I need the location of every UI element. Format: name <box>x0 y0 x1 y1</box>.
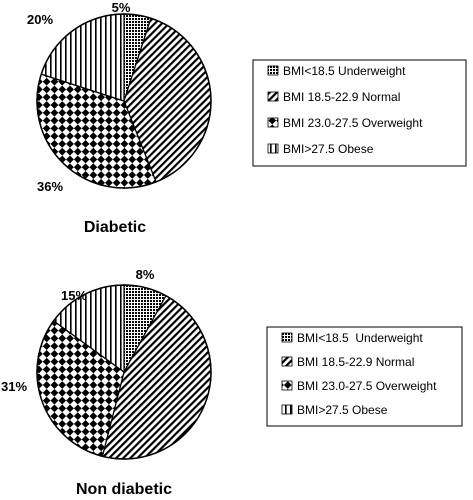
legend-entries-non-diabetic: BMI<18.5 Underweight BMI 18.5-22.9 Normal… <box>281 331 437 417</box>
pie-diabetic <box>36 13 212 189</box>
legend-label: BMI 18.5-22.9 Normal <box>283 90 400 104</box>
legend-swatch <box>267 91 279 102</box>
legend-swatch <box>281 380 293 391</box>
legend-diabetic: BMI<18.5 Underweight BMI 18.5-22.9 Normal… <box>252 59 467 167</box>
legend-box-diabetic <box>252 59 467 167</box>
legend-swatch <box>267 143 279 154</box>
legend-non-diabetic: BMI<18.5 Underweight BMI 18.5-22.9 Normal… <box>266 326 463 427</box>
data-label: 36% <box>37 179 63 194</box>
pie-non-diabetic <box>36 284 212 460</box>
chart-title-diabetic: Diabetic <box>84 219 146 236</box>
data-label: 31% <box>1 379 27 394</box>
legend-box-non-diabetic <box>266 326 463 427</box>
legend-swatch <box>281 332 293 343</box>
legend-label: BMI<18.5 Underweight <box>297 331 423 345</box>
legend-label: BMI>27.5 Obese <box>297 403 388 417</box>
legend-label: BMI 23.0-27.5 Overweight <box>297 379 437 393</box>
data-label: 5% <box>112 0 131 15</box>
pie-outline <box>36 284 212 460</box>
data-label: 15% <box>61 288 87 303</box>
data-label: 8% <box>136 267 155 282</box>
chart-title-non-diabetic: Non diabetic <box>76 481 172 498</box>
legend-label: BMI 18.5-22.9 Normal <box>297 355 414 369</box>
legend-swatch <box>267 117 279 128</box>
data-label: 20% <box>27 12 53 27</box>
pie-outline <box>36 13 212 189</box>
chart-diabetic: 5%39%36%20% Diabetic BMI<18.5 Underweigh… <box>27 0 467 236</box>
legend-label: BMI>27.5 Obese <box>283 142 374 156</box>
legend-entries-diabetic: BMI<18.5 Underweight BMI 18.5-22.9 Normal… <box>267 64 423 156</box>
legend-swatch <box>281 356 293 367</box>
legend-swatch <box>267 65 279 76</box>
legend-label: BMI<18.5 Underweight <box>283 64 406 78</box>
legend-swatch <box>281 404 293 415</box>
legend-label: BMI 23.0-27.5 Overweight <box>283 116 423 130</box>
chart-non-diabetic: 8%46%31%15% Non diabetic BMI<18.5 Underw… <box>1 267 463 498</box>
